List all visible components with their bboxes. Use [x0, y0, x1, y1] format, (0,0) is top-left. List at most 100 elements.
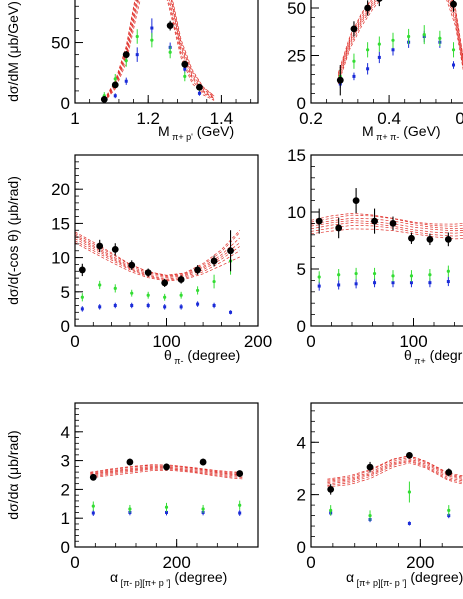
green-point [407, 34, 411, 39]
y-tick-label: 0 [61, 538, 70, 557]
model-curve [104, 0, 215, 102]
model-curve [104, 0, 215, 100]
black-point [210, 257, 218, 265]
blue-point [354, 282, 358, 286]
y-tick-label: 3 [61, 452, 70, 471]
model-curve [90, 467, 243, 476]
black-point [327, 486, 335, 493]
x-tick-label: 0.6 [455, 109, 463, 128]
green-point [168, 50, 172, 54]
green-point [98, 283, 102, 287]
y-tick-label: 2 [297, 486, 306, 505]
green-point [146, 293, 150, 297]
x-tick-label: 0 [306, 553, 315, 572]
y-tick-label: 5 [297, 260, 306, 279]
model-curve [90, 465, 243, 475]
model-curve [337, 0, 463, 78]
green-point [438, 36, 442, 41]
x-tick-label: 0 [70, 553, 79, 572]
y-tick-label: 25 [287, 47, 306, 66]
panel-2: 0 25 50 0.2 0.4 0.6 M π+ π- (GeV) [287, 0, 463, 142]
green-point [196, 288, 200, 293]
green-point [238, 503, 242, 507]
green-point [212, 279, 216, 284]
green-point [80, 295, 84, 299]
black-point [236, 470, 244, 477]
plot-area [75, 230, 240, 315]
blue-point [409, 281, 413, 285]
blue-point [446, 280, 450, 284]
model-curve [90, 468, 243, 477]
black-point [128, 261, 136, 269]
axes-frame [310, 0, 463, 104]
black-point [450, 0, 457, 8]
green-point [391, 274, 395, 278]
black-point [96, 242, 104, 250]
x-tick-label: 1.2 [136, 109, 160, 128]
blue-point [165, 510, 168, 514]
black-point [196, 83, 203, 91]
blue-point [135, 53, 139, 57]
x-axis-label: M π+ p' (GeV) [158, 123, 234, 142]
model-curve [337, 0, 463, 81]
y-tick-label: 2 [61, 480, 70, 499]
black-point [336, 76, 344, 84]
black-point [144, 269, 152, 277]
black-point [177, 276, 185, 283]
axes-frame [310, 402, 463, 548]
model-curve [337, 0, 463, 73]
green-point [183, 74, 187, 78]
green-point [422, 33, 426, 37]
green-point [377, 42, 381, 46]
black-point [111, 245, 119, 253]
green-point [329, 508, 333, 512]
green-point [124, 59, 128, 63]
plot-area [327, 451, 463, 526]
blue-point [377, 55, 381, 59]
green-point [135, 34, 139, 39]
x-tick-label: 100 [152, 332, 180, 351]
model-curve [327, 460, 463, 486]
blue-point [196, 302, 200, 306]
black-point [352, 197, 360, 205]
green-point [428, 273, 432, 277]
y-axis-label: dσ/dα (μb/rad) [5, 430, 21, 519]
black-point [126, 458, 134, 466]
green-point [451, 48, 456, 52]
black-point [426, 235, 434, 243]
y-tick-label: 50 [51, 34, 70, 53]
black-point [166, 22, 174, 30]
black-point [227, 247, 234, 255]
blue-point [98, 305, 102, 309]
green-point [130, 291, 134, 295]
plot-area [336, 0, 463, 96]
blue-point [212, 303, 216, 307]
y-tick-label: 0 [297, 538, 306, 557]
model-curve [327, 455, 463, 481]
model-curve [327, 458, 463, 483]
y-tick-label: 15 [287, 146, 306, 165]
model-curve [103, 0, 215, 100]
model-curve [337, 0, 463, 77]
black-point [89, 473, 97, 481]
x-tick-label: 0.2 [299, 109, 323, 128]
blue-point [183, 67, 187, 71]
axes-frame [310, 154, 463, 327]
green-point [128, 507, 132, 511]
black-point [366, 463, 374, 471]
plot-area [89, 458, 244, 516]
black-point [364, 4, 372, 12]
y-tick-label: 15 [51, 214, 70, 233]
y-tick-label: 10 [51, 249, 70, 268]
blue-point [366, 67, 370, 71]
y-tick-label: 4 [61, 423, 70, 442]
x-tick-label: 200 [162, 553, 190, 572]
blue-point [179, 305, 183, 309]
x-tick-label: 0.4 [377, 109, 401, 128]
blue-point [428, 281, 432, 285]
blue-point [229, 310, 233, 314]
model-curve [311, 212, 463, 225]
model-curve [75, 238, 240, 280]
